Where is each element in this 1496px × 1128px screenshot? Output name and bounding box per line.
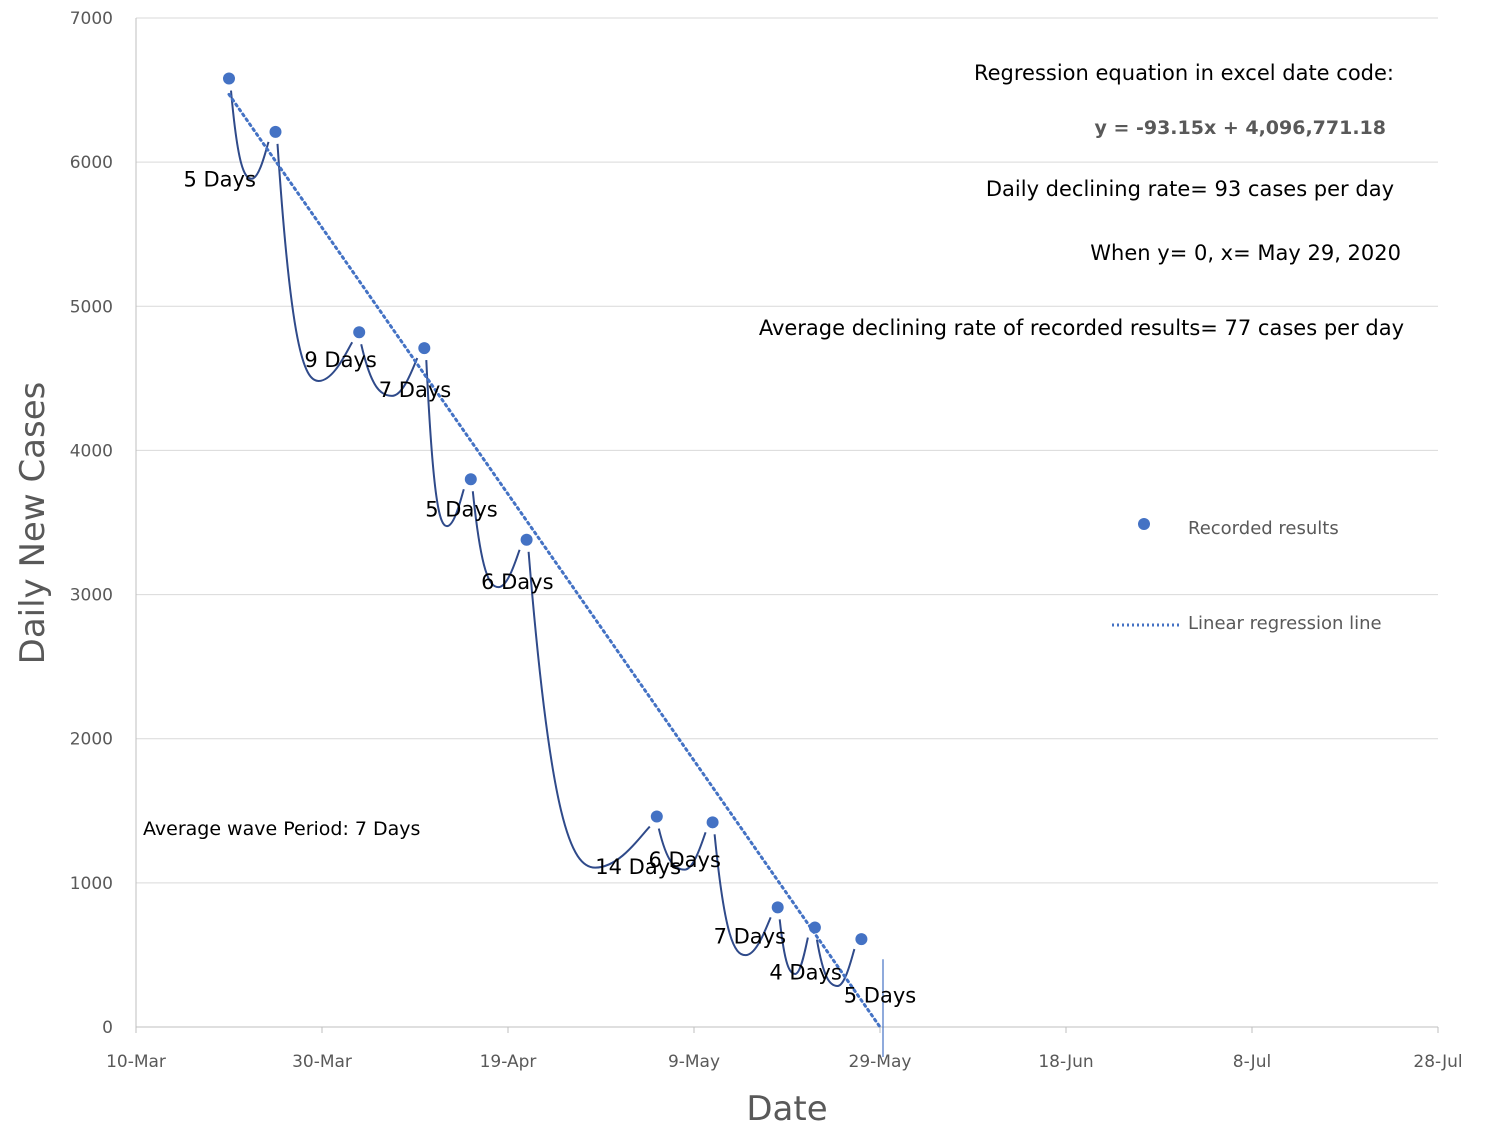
wave-label: 5 Days <box>183 168 255 192</box>
y-tick-labels: 0 1000 2000 3000 4000 5000 6000 7000 <box>70 9 113 1038</box>
x-axis-title: Date <box>746 1089 827 1128</box>
x-tick-label: 9-May <box>668 1052 720 1072</box>
y-tick-label: 6000 <box>70 153 113 173</box>
x-tick-label: 30-Mar <box>292 1052 352 1072</box>
x-tick-label: 18-Jun <box>1038 1052 1093 1072</box>
wave-label: 5 Days <box>844 983 916 1007</box>
wave-label: 5 Days <box>425 498 497 522</box>
axes <box>135 18 1438 1028</box>
recorded-point <box>269 125 282 138</box>
wave-label: 9 Days <box>304 348 376 372</box>
recorded-point <box>520 533 533 546</box>
daily-rate-note: Daily declining rate= 93 cases per day <box>986 177 1394 201</box>
legend-label-regression: Linear regression line <box>1188 613 1382 634</box>
legend-label-recorded: Recorded results <box>1188 518 1339 539</box>
regression-heading: Regression equation in excel date code: <box>974 61 1394 85</box>
regression-line <box>227 92 882 1029</box>
x-tick-label: 10-Mar <box>106 1052 166 1072</box>
x-tick-label: 29-May <box>849 1052 912 1072</box>
y-tick-label: 0 <box>102 1018 113 1038</box>
recorded-point <box>771 901 784 914</box>
wave-curve <box>425 360 465 528</box>
x-tick-label: 28-Jul <box>1413 1052 1462 1072</box>
x-tick-label: 19-Apr <box>480 1052 537 1072</box>
recorded-point <box>855 933 868 946</box>
wave-curve <box>230 90 270 180</box>
recorded-point <box>418 342 431 355</box>
wave-label: 7 Days <box>714 924 786 948</box>
recorded-point <box>650 810 663 823</box>
average-rate-note: Average declining rate of recorded resul… <box>759 316 1404 340</box>
wave-curve <box>527 551 651 869</box>
y-tick-label: 2000 <box>70 730 113 750</box>
y-tick-label: 7000 <box>70 9 113 29</box>
wave-curve <box>276 143 354 382</box>
wave-label: 6 Days <box>481 570 553 594</box>
wave-label: 14 Days <box>595 855 681 879</box>
wave-curve <box>778 919 809 975</box>
regression-equation: y = -93.15x + 4,096,771.18 <box>1094 117 1386 139</box>
wave-curve <box>360 344 419 397</box>
wave-curve <box>471 491 521 589</box>
wave-curve <box>713 834 772 957</box>
wave-curve <box>657 828 707 871</box>
x-tick-labels: 10-Mar 30-Mar 19-Apr 9-May 29-May 18-Jun 8-Jul… <box>106 1027 1463 1072</box>
recorded-point <box>223 72 235 85</box>
x-tick-label: 8-Jul <box>1233 1052 1271 1072</box>
y-tick-label: 5000 <box>70 297 113 317</box>
wave-label: 4 Days <box>769 960 841 984</box>
gridlines <box>136 17 1438 884</box>
y-axis-title: Daily New Cases <box>13 382 53 665</box>
y-tick-label: 3000 <box>70 586 113 606</box>
y-tick-label: 1000 <box>70 874 113 894</box>
legend: Recorded results Linear regression line <box>1112 518 1382 634</box>
wave-label: 6 Days <box>648 848 720 872</box>
wave-curves <box>230 90 856 987</box>
legend-marker-recorded <box>1138 518 1150 530</box>
average-wave-note: Average wave Period: 7 Days <box>143 818 420 840</box>
recorded-point <box>353 326 366 339</box>
recorded-point <box>706 816 719 829</box>
data-points <box>223 72 868 946</box>
y-tick-label: 4000 <box>70 441 113 461</box>
wave-curve <box>815 939 856 987</box>
wave-label: 7 Days <box>379 378 451 402</box>
regression-line-group <box>227 92 884 1057</box>
zero-crossing-note: When y= 0, x= May 29, 2020 <box>1090 241 1401 265</box>
recorded-point <box>464 473 477 486</box>
recorded-point <box>808 921 821 934</box>
